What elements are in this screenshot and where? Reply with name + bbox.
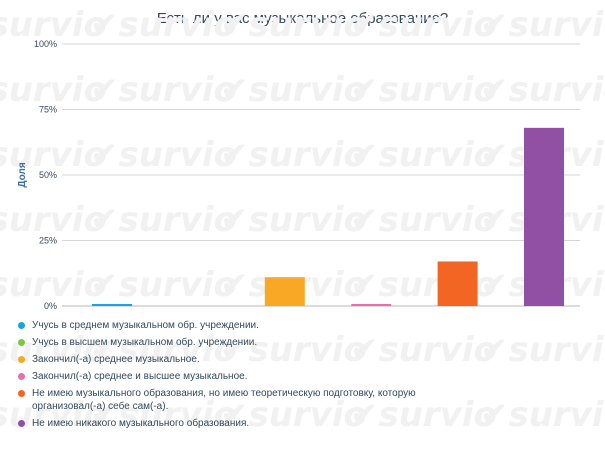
y-tick-label: 100% <box>34 39 57 49</box>
chart-title: Есть ли у вас музыкальное образование? <box>156 10 449 27</box>
bar <box>524 127 564 306</box>
legend-item: Не имею никакого музыкального образовани… <box>18 417 578 430</box>
legend-marker <box>18 356 25 363</box>
legend-marker <box>18 322 25 329</box>
legend-label: Учусь в среднем музыкальном обр. учрежде… <box>32 320 259 331</box>
y-tick-label: 25% <box>39 236 57 246</box>
chart-legend: Учусь в среднем музыкальном обр. учрежде… <box>18 319 578 434</box>
bar <box>437 261 478 306</box>
legend-item: Учусь в среднем музыкальном обр. учрежде… <box>18 319 578 332</box>
y-tick-label: 75% <box>39 105 57 115</box>
y-axis-label: Доля <box>17 162 28 187</box>
legend-label: Закончил(-а) среднее музыкальное. <box>32 354 200 365</box>
legend-label: Закончил(-а) среднее и высшее музыкально… <box>32 371 248 382</box>
legend-label: Не имею музыкального образования, но име… <box>32 388 416 399</box>
legend-label: организовал(-а) себе сам(-а). <box>32 401 169 412</box>
legend-marker <box>18 339 25 346</box>
bar <box>264 277 305 306</box>
legend-marker <box>18 390 25 397</box>
legend-item: Закончил(-а) среднее музыкальное. <box>18 353 578 366</box>
bar <box>351 304 392 306</box>
y-tick-label: 0% <box>44 301 57 311</box>
legend-item: Не имею музыкального образования, но име… <box>18 387 578 413</box>
legend-item: Закончил(-а) среднее и высшее музыкально… <box>18 370 578 383</box>
legend-label: Не имею никакого музыкального образовани… <box>32 418 250 429</box>
legend-marker <box>18 420 25 427</box>
y-tick-label: 50% <box>39 170 57 180</box>
legend-item: Учусь в высшем музыкальном обр. учрежден… <box>18 336 578 349</box>
legend-marker <box>18 373 25 380</box>
bar <box>92 304 132 306</box>
legend-label: Учусь в высшем музыкальном обр. учрежден… <box>32 337 258 348</box>
